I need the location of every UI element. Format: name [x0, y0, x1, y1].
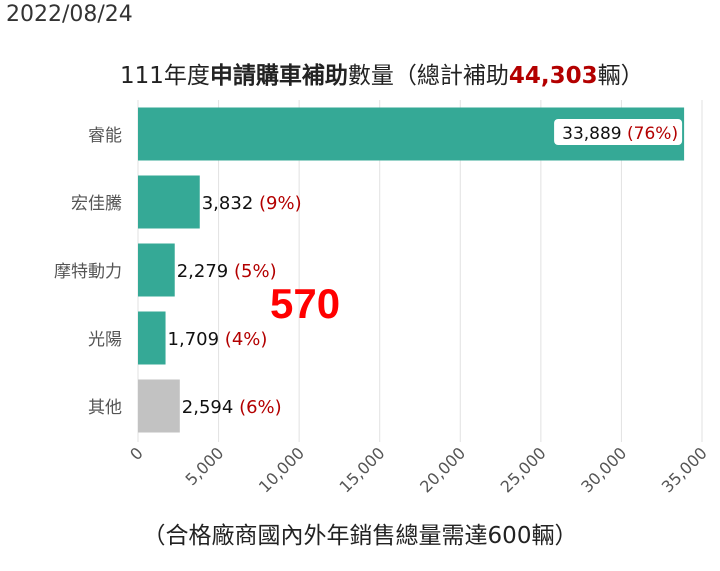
category-label: 睿能 [88, 126, 122, 146]
title-part-2: 申請購車補助 [209, 63, 348, 89]
x-tick-label: 20,000 [416, 443, 469, 496]
title-part-4: 輛） [597, 63, 644, 89]
value-label: 2,594 (6%) [182, 397, 282, 418]
value-label: 3,832 (9%) [202, 193, 302, 214]
category-label: 摩特動力 [54, 262, 122, 282]
value-label: 2,279 (5%) [177, 261, 277, 282]
value-label: 1,709 (4%) [168, 329, 268, 350]
title-part-1: 111年度 [120, 63, 210, 89]
x-tick-label: 5,000 [182, 443, 228, 489]
x-tick-label: 0 [126, 443, 147, 464]
category-label: 其他 [88, 398, 122, 418]
x-axis-label: （合格廠商國內外年銷售總量需達600輛） [142, 523, 578, 549]
x-tick-label: 25,000 [497, 443, 550, 496]
x-tick-label: 30,000 [577, 443, 630, 496]
value-label-box [554, 119, 683, 145]
date-label: 2022/08/24 [6, 2, 133, 27]
chart-title: 111年度申請購車補助數量（總計補助44,303輛） [120, 56, 644, 90]
bar [138, 243, 175, 297]
title-total: 44,303 [508, 63, 598, 89]
stamp-number: 570 [270, 280, 341, 327]
x-tick-label: 15,000 [336, 443, 389, 496]
x-tick-label: 35,000 [658, 443, 711, 496]
bar [138, 311, 166, 365]
bar [138, 379, 180, 433]
category-label: 光陽 [88, 330, 122, 350]
value-label: 33,889 (76%) [562, 124, 678, 144]
category-label: 宏佳騰 [71, 194, 122, 214]
x-tick-label: 10,000 [255, 443, 308, 496]
title-part-3: 數量（總計補助 [347, 63, 509, 89]
bar [138, 175, 200, 229]
